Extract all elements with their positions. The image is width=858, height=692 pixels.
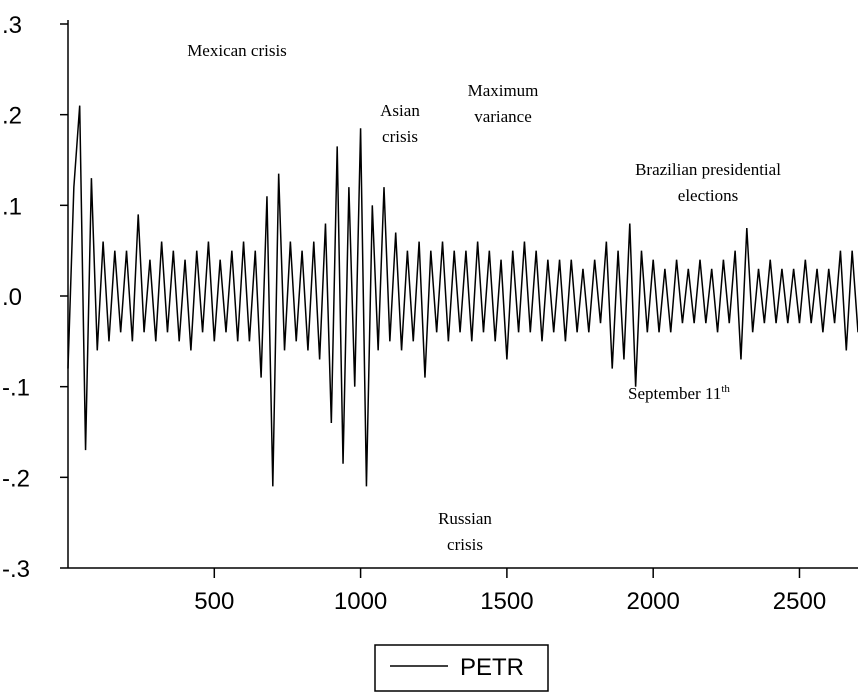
annotation-text: Mexican crisis [187,41,287,60]
annotation: Brazilian presidential [635,160,781,179]
annotation: elections [678,186,738,205]
annotation-text: elections [678,186,738,205]
y-tick-label: -.2 [2,465,30,492]
x-tick-label: 500 [194,588,234,615]
x-tick-label: 1000 [334,588,387,615]
annotation: Asian [380,101,420,120]
x-tick-label: 2000 [626,588,679,615]
y-tick-label: .0 [2,284,22,311]
legend-box [374,644,549,692]
y-tick-label: .2 [2,103,22,130]
annotation: Mexican crisis [187,41,287,60]
y-tick-label: -.3 [2,556,30,583]
annotation: Maximum [468,81,539,100]
y-tick-label: -.1 [2,375,30,402]
x-tick-label: 1500 [480,588,533,615]
annotation: crisis [382,127,418,146]
annotation-text: Brazilian presidential [635,160,781,179]
annotation-text: Asian [380,101,420,120]
annotation: Russian [438,509,492,528]
y-tick-label: .1 [2,193,22,220]
annotation-text: Maximum [468,81,539,100]
annotation-text: September 11 [628,384,721,403]
annotation: crisis [447,535,483,554]
annotation-superscript: th [721,383,730,395]
y-tick-label: .3 [2,12,22,39]
annotation: September 11th [628,383,730,403]
annotation-text: crisis [382,127,418,146]
annotation-text: Russian [438,509,492,528]
annotation: variance [474,107,532,126]
annotation-text: variance [474,107,532,126]
x-tick-label: 2500 [773,588,826,615]
legend-label: PETR [460,654,524,681]
series-line [67,105,858,487]
annotation-text: crisis [447,535,483,554]
